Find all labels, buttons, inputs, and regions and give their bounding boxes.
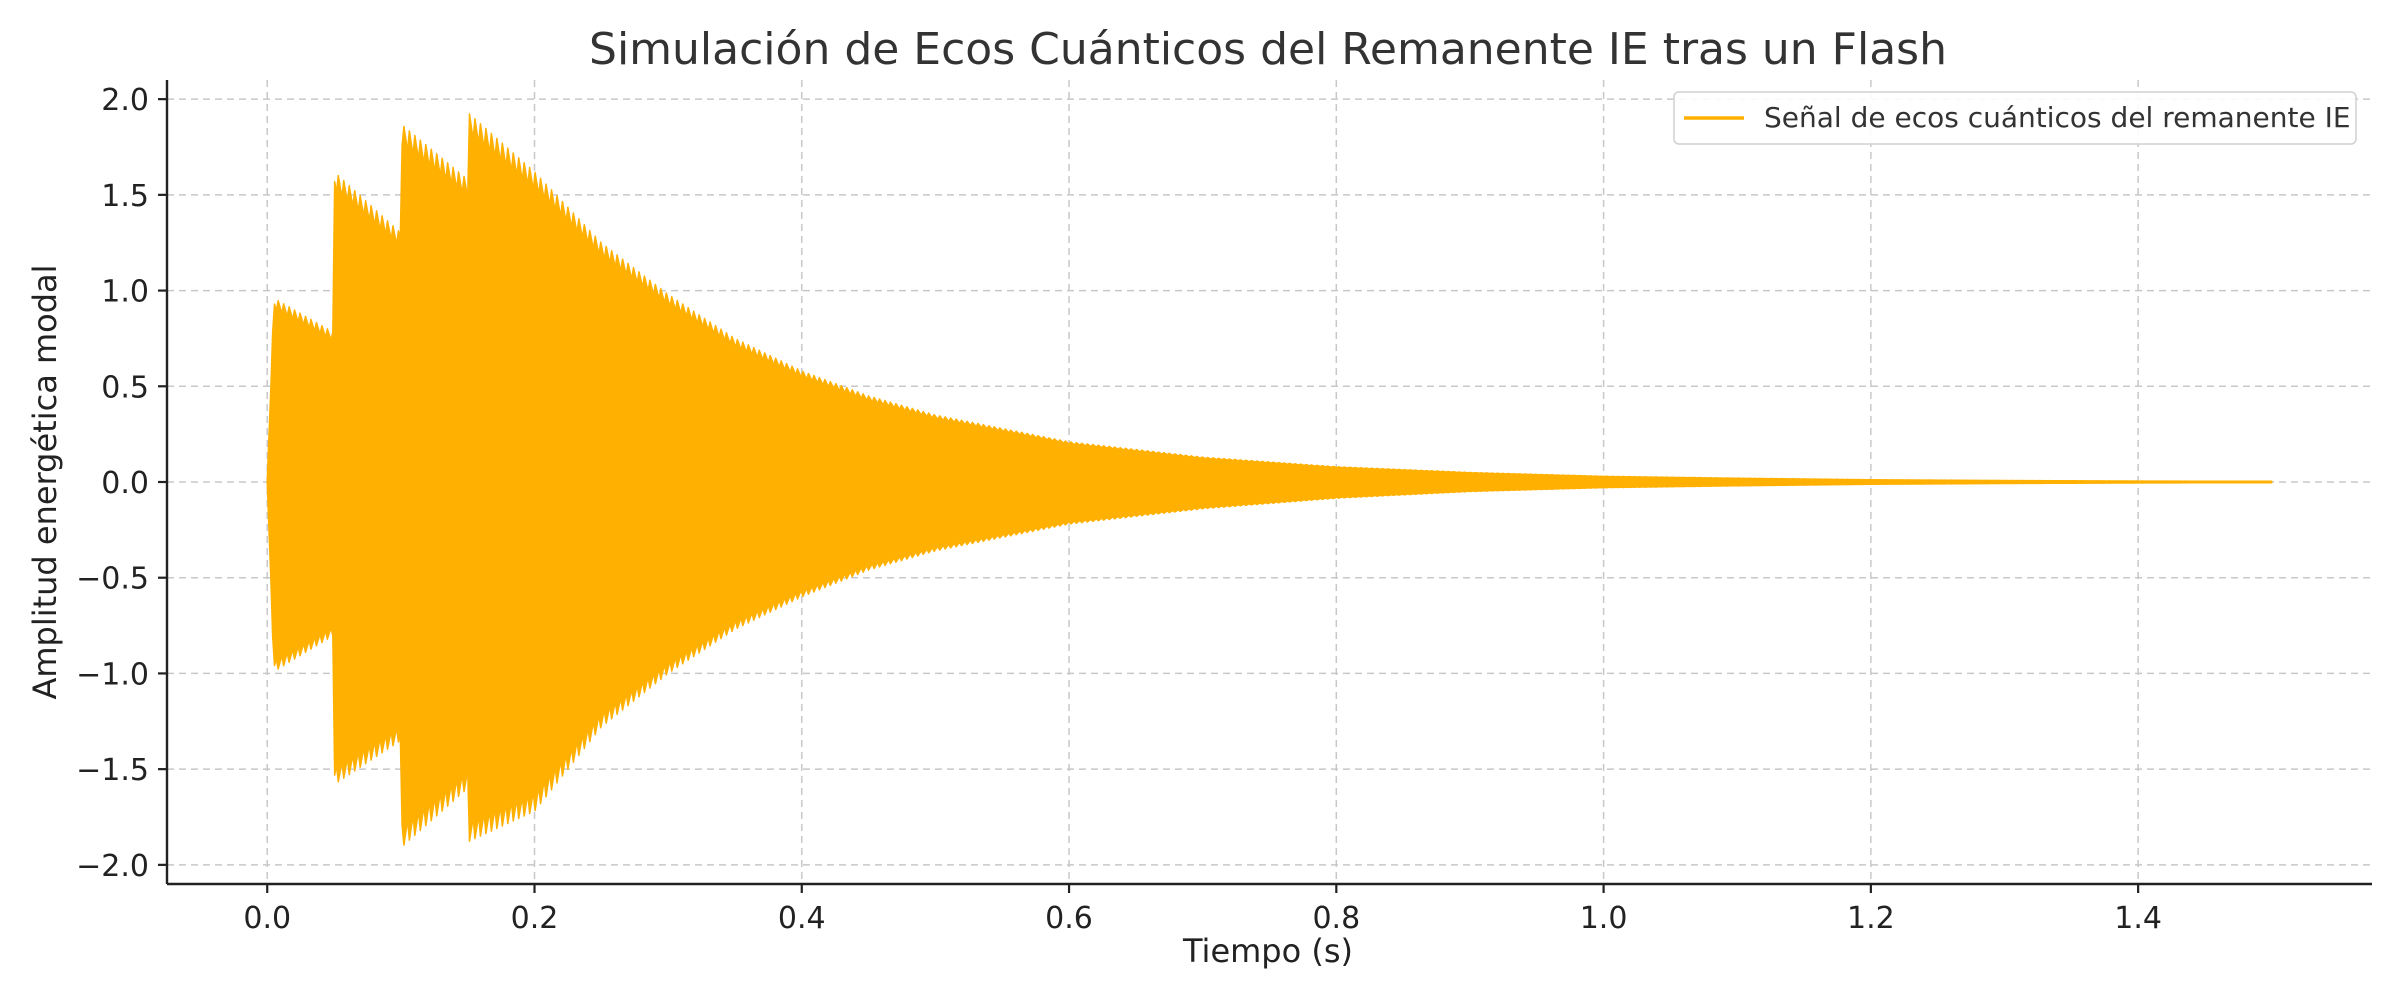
x-tick-label: 1.2 <box>1847 901 1895 936</box>
legend-frame <box>1673 91 2357 145</box>
y-tick-label: 1.0 <box>101 275 149 310</box>
x-tick-label: 0.4 <box>778 901 826 936</box>
x-tick-label: 0.2 <box>511 901 559 936</box>
y-axis-label: Amplitud energética modal <box>26 264 64 699</box>
x-tick-label: 0.0 <box>243 901 291 936</box>
legend-label: Señal de ecos cuánticos del remanente IE <box>1764 101 2351 134</box>
y-tick-label: 0.0 <box>101 466 149 501</box>
x-tick-label: 1.0 <box>1580 901 1628 936</box>
x-tick-label: 0.8 <box>1312 901 1360 936</box>
x-tick-label: 1.4 <box>2114 901 2162 936</box>
y-tick-label: −1.0 <box>76 657 149 692</box>
legend: Señal de ecos cuánticos del remanente IE <box>1673 91 2357 145</box>
y-tick-label: 0.5 <box>101 370 149 405</box>
series-layer <box>266 113 2273 846</box>
y-tick-label: −0.5 <box>76 562 149 597</box>
y-tick-label: 2.0 <box>101 83 149 118</box>
chart-title: Simulación de Ecos Cuánticos del Remanen… <box>589 24 1947 75</box>
x-ticks: 0.0 0.2 0.4 0.6 0.8 1.0 1.2 1.4 <box>243 884 2162 936</box>
x-axis-label: Tiempo (s) <box>1182 932 1353 970</box>
y-tick-label: −2.0 <box>76 849 149 884</box>
y-tick-label: 1.5 <box>101 179 149 214</box>
series-signal-envelope <box>266 113 2273 846</box>
y-ticks: −2.0 −1.5 −1.0 −0.5 0.0 0.5 1.0 1.5 2.0 <box>76 83 167 884</box>
y-tick-label: −1.5 <box>76 753 149 788</box>
x-tick-label: 0.6 <box>1045 901 1093 936</box>
